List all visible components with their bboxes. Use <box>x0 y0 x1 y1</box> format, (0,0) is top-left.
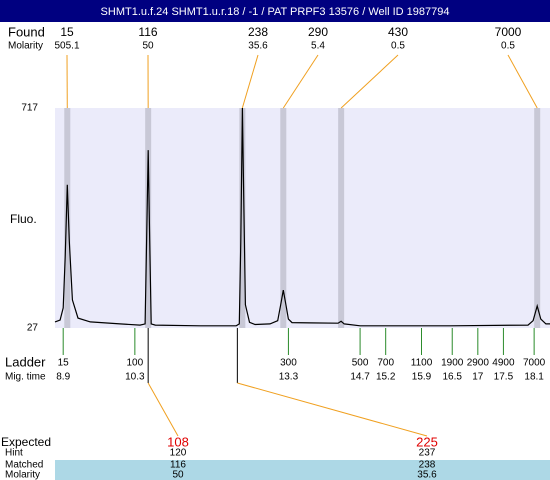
matched-value: 238 <box>419 460 436 471</box>
mig-time-label: Mig. time <box>5 372 46 383</box>
ladder-size: 100 <box>127 358 144 369</box>
molarity-value: 35.6 <box>417 470 437 480</box>
ladder-size: 700 <box>377 358 394 369</box>
peak-band <box>280 108 287 328</box>
molarity-value: 50 <box>172 470 184 480</box>
found-size: 238 <box>248 25 268 39</box>
found-molarity: 0.5 <box>391 41 405 52</box>
title-bar <box>0 0 550 22</box>
expected-value: 108 <box>167 434 189 449</box>
ladder-time: 17.5 <box>494 372 514 383</box>
y-tick-label: 27 <box>27 323 39 334</box>
peak-band <box>239 108 246 328</box>
ladder-time: 18.1 <box>524 372 544 383</box>
ladder-size: 1900 <box>441 358 464 369</box>
row-label: Molarity <box>5 470 40 480</box>
peak-band <box>534 108 541 328</box>
found-size: 290 <box>308 25 328 39</box>
found-connector <box>282 54 319 109</box>
row-label: Hint <box>5 448 23 459</box>
found-molarity: 50 <box>142 41 154 52</box>
ladder-size: 1100 <box>411 358 433 369</box>
ladder-size: 2900 <box>467 358 490 369</box>
ladder-time: 8.9 <box>56 372 70 383</box>
ladder-time: 15.2 <box>376 372 396 383</box>
found-connector <box>340 54 399 109</box>
row-label: Expected <box>1 435 51 449</box>
matched-row <box>55 460 550 470</box>
peak-band <box>145 108 152 328</box>
hint-value: 120 <box>170 448 187 459</box>
y-label: Fluo. <box>10 212 37 226</box>
found-connector <box>507 54 538 109</box>
chart-title: SHMT1.u.f.24 SHMT1.u.r.18 / -1 / PAT PRP… <box>101 6 450 18</box>
hint-value: 237 <box>419 448 436 459</box>
ladder-time: 15.9 <box>412 372 432 383</box>
plot-area <box>55 108 550 328</box>
peak-band <box>338 108 345 328</box>
ladder-time: 16.5 <box>442 372 462 383</box>
found-molarity: 5.4 <box>311 41 325 52</box>
found-connector <box>241 54 259 109</box>
ladder-size: 500 <box>352 358 369 369</box>
y-tick-label: 717 <box>21 103 38 114</box>
found-size: 116 <box>138 25 157 39</box>
ladder-time: 13.3 <box>279 372 299 383</box>
found-size: 7000 <box>495 25 522 39</box>
ladder-label: Ladder <box>5 354 46 369</box>
ladder-time: 10.3 <box>125 372 145 383</box>
found-molarity: 35.6 <box>248 41 268 52</box>
ladder-size: 15 <box>58 358 70 369</box>
match-connector <box>147 382 179 437</box>
ladder-size: 4900 <box>492 358 515 369</box>
match-connector <box>237 382 428 437</box>
expected-value: 225 <box>416 434 438 449</box>
peak-band <box>64 108 71 328</box>
ladder-size: 300 <box>280 358 297 369</box>
matched-value: 116 <box>170 460 186 471</box>
trace <box>54 107 550 327</box>
found-size: 430 <box>388 25 408 39</box>
ladder-time: 17 <box>472 372 484 383</box>
molarity-row <box>55 470 550 480</box>
found-size: 15 <box>60 25 74 39</box>
ladder-size: 7000 <box>523 358 546 369</box>
found-label: Found <box>8 24 45 39</box>
found-molarity: 505.1 <box>54 41 79 52</box>
molarity-label: Molarity <box>8 41 43 52</box>
ladder-time: 14.7 <box>350 372 370 383</box>
found-molarity: 0.5 <box>501 41 515 52</box>
row-label: Matched <box>5 460 43 471</box>
